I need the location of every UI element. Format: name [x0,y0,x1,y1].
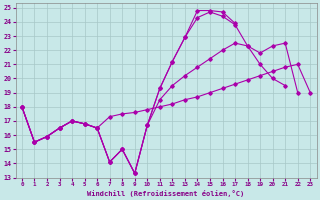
X-axis label: Windchill (Refroidissement éolien,°C): Windchill (Refroidissement éolien,°C) [87,190,245,197]
